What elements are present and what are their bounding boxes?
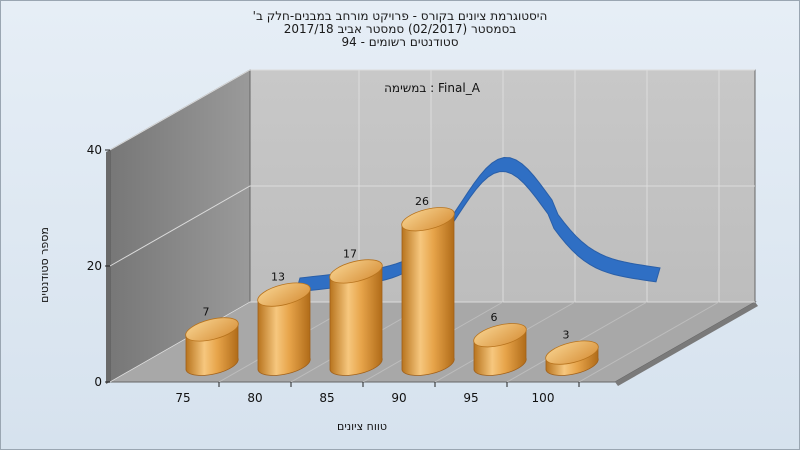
bar-80: 13 xyxy=(257,271,311,376)
y-tick-label: 40 xyxy=(87,143,102,157)
bars: 7 13 17 26 6 3 xyxy=(185,195,599,376)
bar-top xyxy=(185,317,239,342)
x-tick-label: 100 xyxy=(532,391,555,405)
x-tick-label: 75 xyxy=(175,391,190,405)
wall-edge xyxy=(106,150,110,384)
bar-top xyxy=(257,282,311,307)
data-label-80: 13 xyxy=(271,271,285,284)
x-axis-title: טווח ציונים xyxy=(337,420,387,433)
bar-85: 17 xyxy=(329,247,383,376)
data-label-100: 3 xyxy=(563,329,570,342)
data-label-90: 26 xyxy=(415,195,429,208)
bar-95: 6 xyxy=(473,311,527,376)
y-tick-label: 20 xyxy=(87,259,102,273)
bar-body xyxy=(257,288,311,376)
bar-top xyxy=(473,323,527,348)
bar-75: 7 xyxy=(185,305,239,376)
y-grid-line xyxy=(109,301,755,383)
floor-grid-line xyxy=(578,301,720,383)
data-label-75: 7 xyxy=(203,305,210,318)
data-label-95: 6 xyxy=(491,311,498,324)
y-tick-label: 0 xyxy=(94,375,102,389)
bar-top xyxy=(329,259,383,284)
data-label-85: 17 xyxy=(343,247,357,260)
chart-annotation: במשימה : Final_A xyxy=(384,81,481,95)
x-tick-label: 85 xyxy=(319,391,334,405)
bar-body xyxy=(329,264,383,376)
x-tick-label: 95 xyxy=(463,391,478,405)
x-tick-label: 90 xyxy=(391,391,406,405)
bar-top xyxy=(545,340,599,365)
title-line-3: סטודנטים רשומים - 94 xyxy=(341,35,459,49)
bar-100: 3 xyxy=(545,329,599,376)
x-tick-label: 80 xyxy=(247,391,262,405)
y-axis-title: מספר סטודנטים xyxy=(38,227,51,303)
title-line-1: היסטוגרמת ציונים בקורס - פרויקט מורחב במ… xyxy=(252,9,548,23)
bar-90: 26 xyxy=(401,195,455,376)
y-grid-line xyxy=(109,69,755,151)
chart-title: היסטוגרמת ציונים בקורס - פרויקט מורחב במ… xyxy=(0,10,800,49)
y-axis: 0 20 40 xyxy=(87,143,110,389)
y-grid-line xyxy=(109,185,755,267)
floor-edge xyxy=(615,302,758,386)
title-line-2: בסמסטר (02/2017) סמסטר אביב 2017/18 xyxy=(283,22,517,36)
bar-top xyxy=(401,207,455,232)
bar-body xyxy=(401,212,455,376)
x-axis: 75 80 85 90 95 100 xyxy=(175,382,580,405)
